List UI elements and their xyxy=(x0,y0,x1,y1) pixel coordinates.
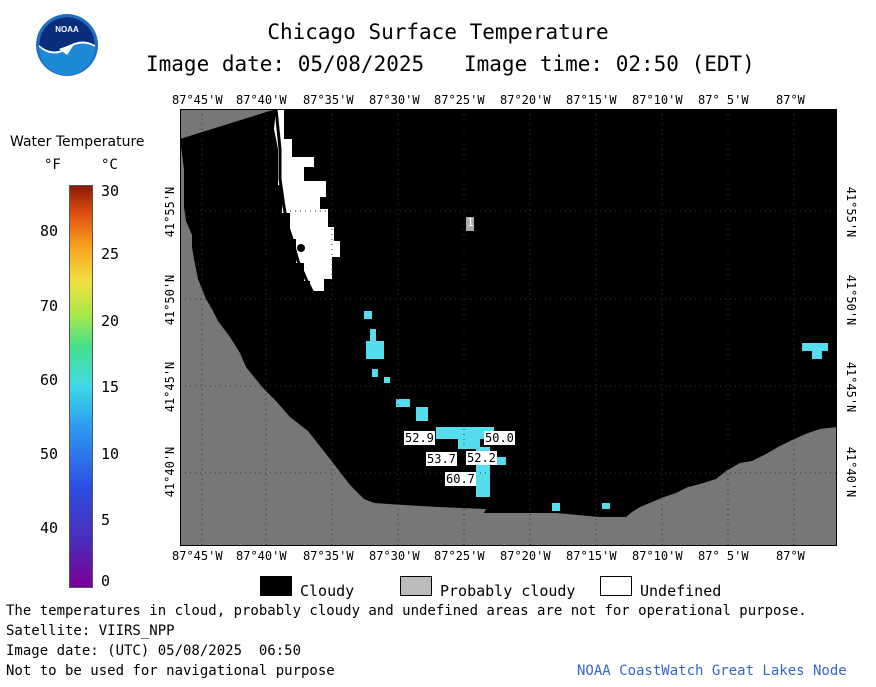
probably-cloudy-pixel xyxy=(466,217,474,231)
temperature-label: 50.0 xyxy=(484,431,515,445)
temperature-label: 52.2 xyxy=(466,451,497,465)
colorbar-title: Water Temperature xyxy=(10,134,145,150)
lon-label: 87° 5'W xyxy=(698,93,749,107)
page-title: Chicago Surface Temperature xyxy=(267,20,609,44)
c-tick-label: 25 xyxy=(101,245,120,263)
lon-label: 87°10'W xyxy=(632,93,683,107)
lon-label: 87°45'W xyxy=(172,93,223,107)
navigation-warning: Not to be used for navigational purpose xyxy=(6,663,335,679)
lat-label: 41°40'N xyxy=(163,446,177,498)
water-temperature-pixels xyxy=(364,311,828,511)
lon-label: 87°35'W xyxy=(303,93,354,107)
lake-cloud-area xyxy=(180,109,837,517)
f-tick-label: 80 xyxy=(40,222,59,240)
lon-label: 87°45'W xyxy=(172,549,223,563)
f-tick-label: 40 xyxy=(40,519,59,537)
lon-label: 87°20'W xyxy=(500,549,551,563)
lon-label: 87°25'W xyxy=(434,549,485,563)
lat-label: 41°50'N xyxy=(163,274,177,326)
satellite-text: Satellite: VIIRS_NPP xyxy=(6,623,175,639)
lon-label: 87°30'W xyxy=(369,549,420,563)
lat-label: 41°55'N xyxy=(844,186,858,238)
c-tick-label: 10 xyxy=(101,445,120,463)
temperature-label: 60.7 xyxy=(445,472,476,486)
c-tick-label: 0 xyxy=(101,572,111,590)
lat-label: 41°45'N xyxy=(844,361,858,413)
c-tick-label: 30 xyxy=(101,182,120,200)
city-label: Chicago xyxy=(229,252,294,271)
lat-label: 41°40'N xyxy=(844,446,858,498)
noaa-logo: NOAA xyxy=(35,13,99,77)
f-tick-label: 50 xyxy=(40,445,59,463)
f-tick-label: 70 xyxy=(40,297,59,315)
temperature-label: 53.7 xyxy=(426,452,457,466)
lon-label: 87°W xyxy=(776,93,805,107)
lon-label: 87°40'W xyxy=(236,93,287,107)
c-tick-label: 15 xyxy=(101,378,120,396)
lat-label: 41°45'N xyxy=(163,361,177,413)
temperature-label: 52.9 xyxy=(404,431,435,445)
logo-text: NOAA xyxy=(55,25,79,34)
lon-label: 87° 5'W xyxy=(698,549,749,563)
c-tick-label: 20 xyxy=(101,312,120,330)
image-time: Image time: 02:50 (EDT) xyxy=(464,52,755,76)
colorbar-unit-c: °C xyxy=(101,157,118,173)
lon-label: 87°30'W xyxy=(369,93,420,107)
disclaimer-text: The temperatures in cloud, probably clou… xyxy=(6,603,807,619)
legend-swatch-probably-cloudy xyxy=(400,576,432,596)
map-frame xyxy=(180,109,837,546)
undefined-area xyxy=(274,109,340,291)
colorbar-unit-f: °F xyxy=(44,157,61,173)
map-svg xyxy=(180,108,838,546)
legend-label-cloudy: Cloudy xyxy=(300,582,355,600)
utc-date-text: Image date: (UTC) 05/08/2025 06:50 xyxy=(6,643,302,659)
legend-swatch-cloudy xyxy=(260,576,292,596)
lon-label: 87°10'W xyxy=(632,549,683,563)
lon-label: 87°15'W xyxy=(566,93,617,107)
image-date: Image date: 05/08/2025 xyxy=(146,52,425,76)
lon-label: 87°15'W xyxy=(566,549,617,563)
lon-label: 87°W xyxy=(776,549,805,563)
c-tick-label: 5 xyxy=(101,511,111,529)
legend-label-undefined: Undefined xyxy=(640,582,722,600)
lon-label: 87°35'W xyxy=(303,549,354,563)
credit-link[interactable]: NOAA CoastWatch Great Lakes Node xyxy=(577,663,847,679)
map-panel: Chicago 1 52.9 50.0 53.7 52.2 60.7 xyxy=(180,108,838,546)
lon-label: 87°25'W xyxy=(434,93,485,107)
legend-swatch-undefined xyxy=(600,576,632,596)
lat-label: 41°55'N xyxy=(163,186,177,238)
legend-label-probably-cloudy: Probably cloudy xyxy=(440,582,576,600)
lat-label: 41°50'N xyxy=(844,274,858,326)
lon-label: 87°20'W xyxy=(500,93,551,107)
f-tick-label: 60 xyxy=(40,371,59,389)
lon-label: 87°40'W xyxy=(236,549,287,563)
probably-cloudy-marker-label: 1 xyxy=(467,216,474,229)
chicago-marker xyxy=(297,244,305,252)
colorbar xyxy=(69,185,93,588)
